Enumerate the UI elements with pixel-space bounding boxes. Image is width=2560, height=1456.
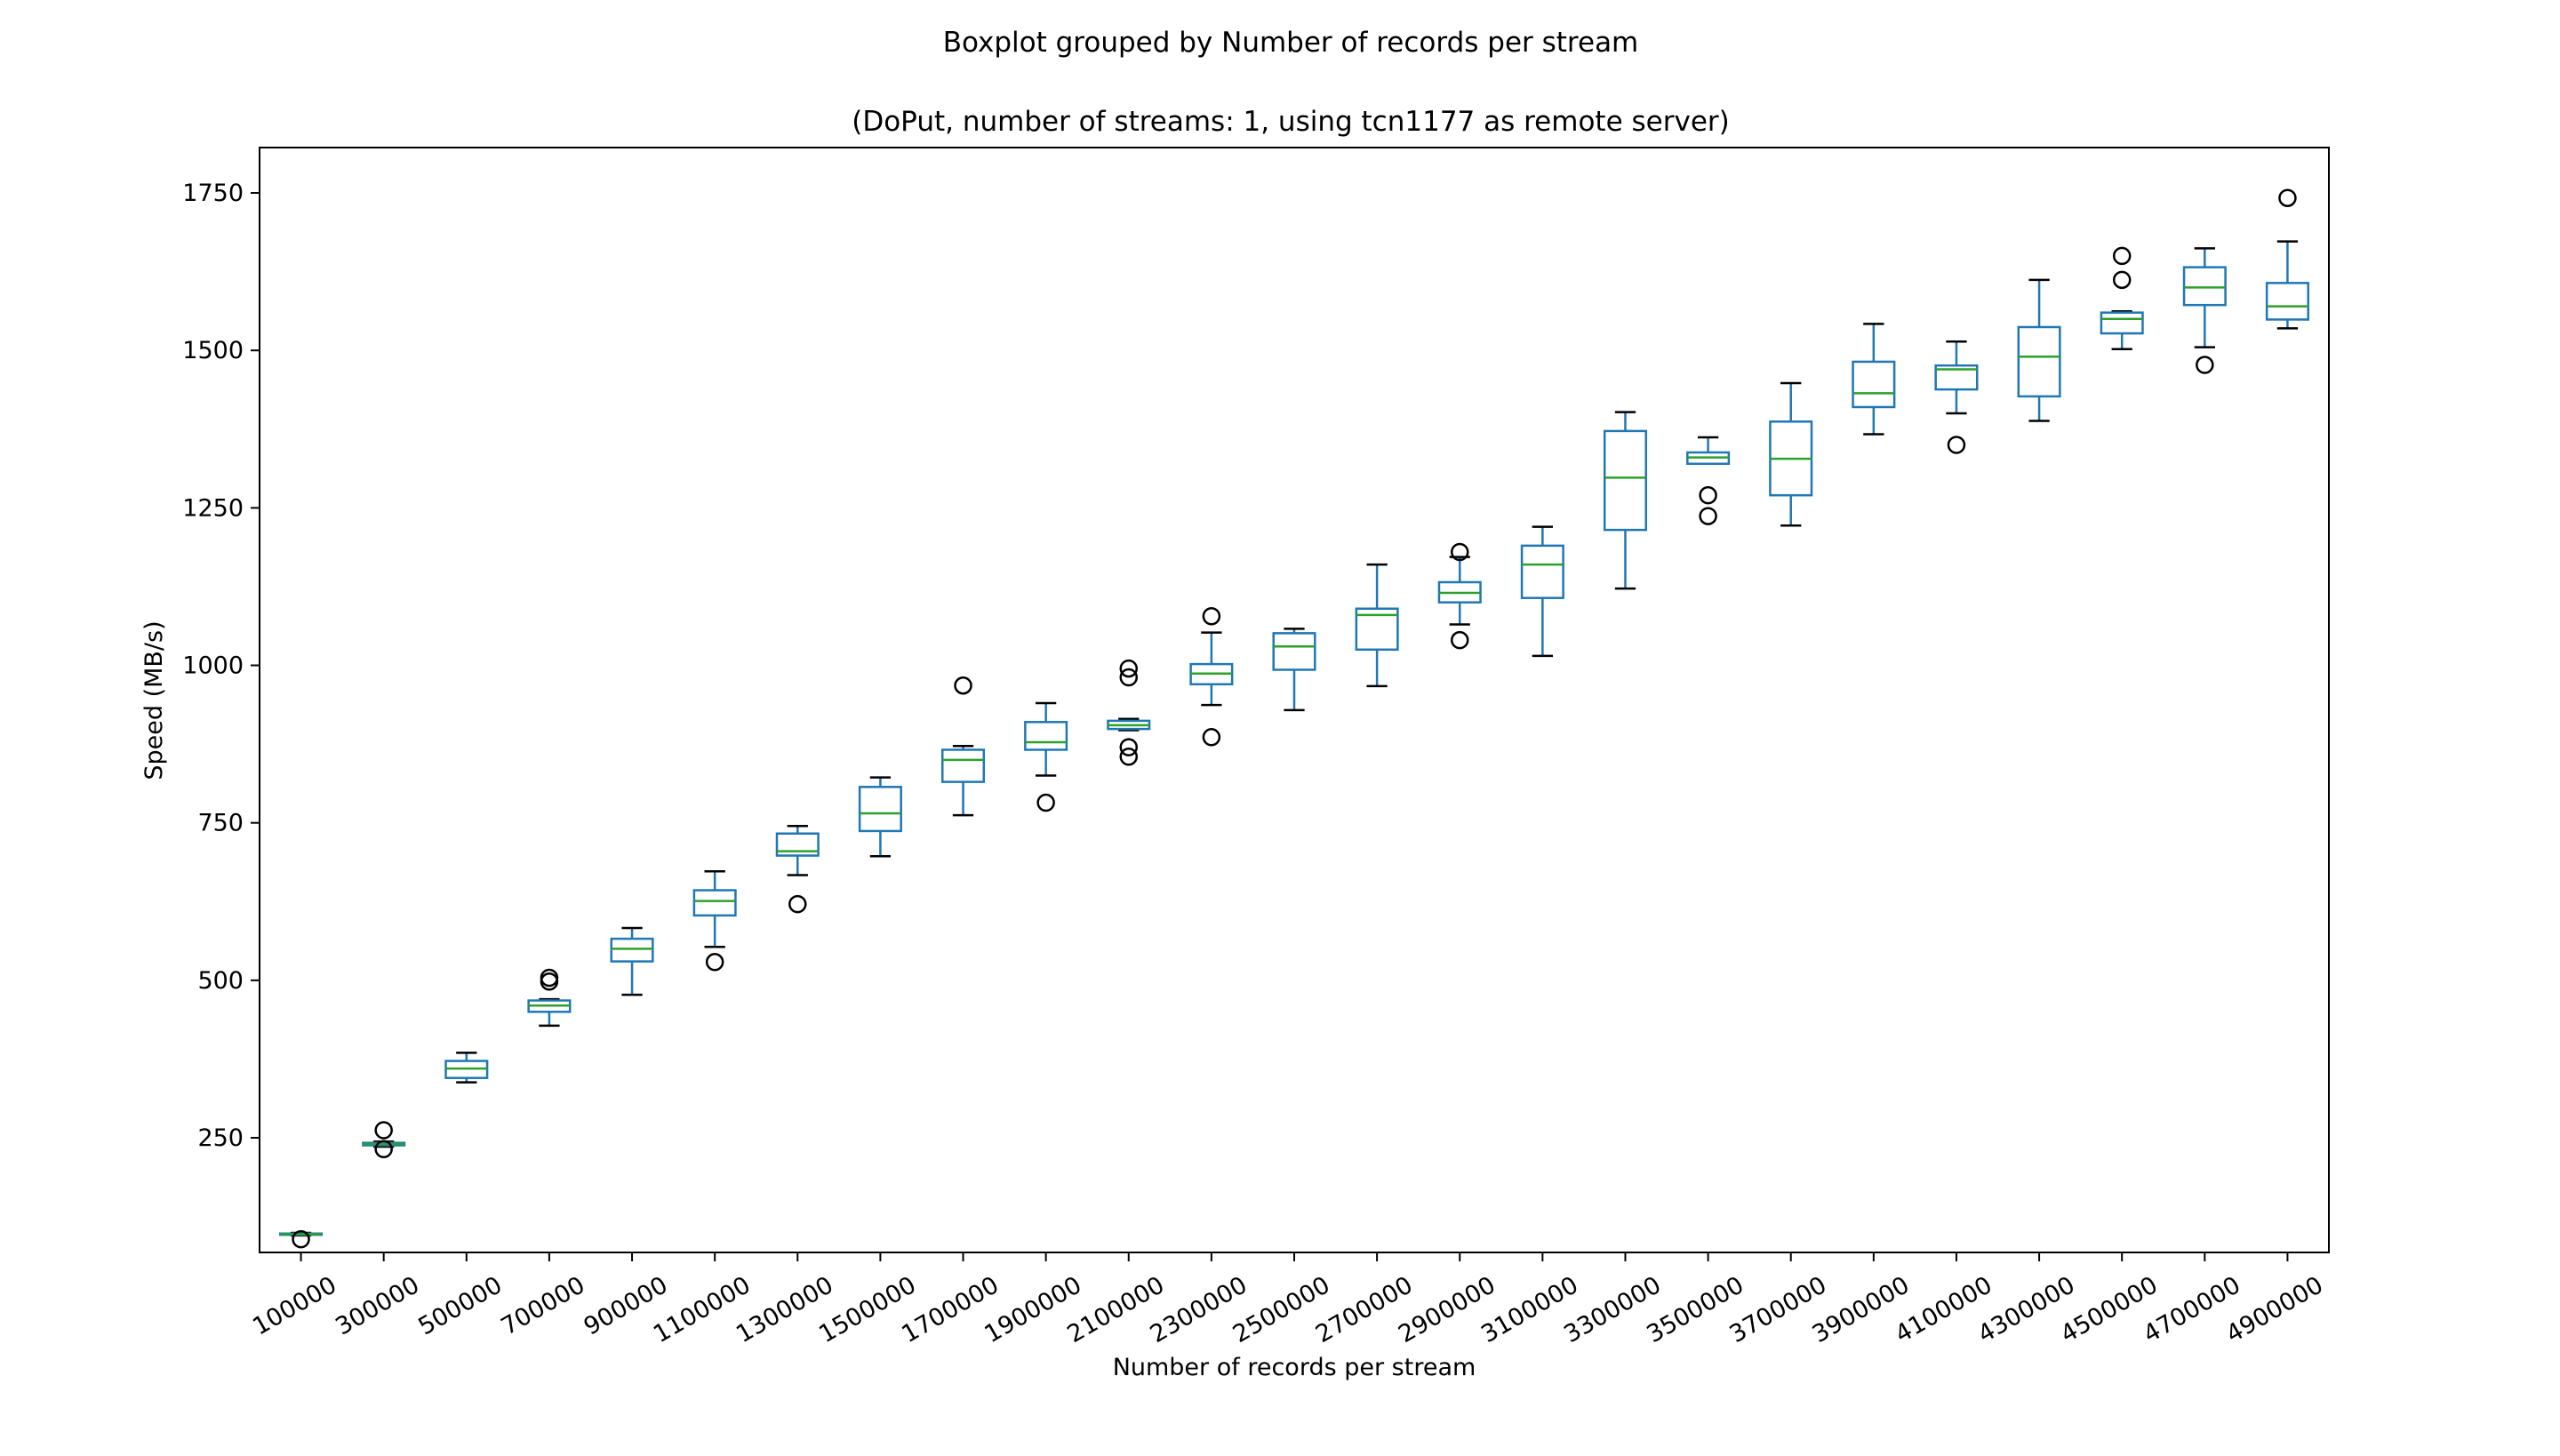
outlier-point bbox=[2196, 356, 2214, 374]
y-tick-label: 750 bbox=[197, 810, 244, 837]
outlier-point bbox=[2112, 246, 2132, 266]
box-1100000 bbox=[692, 870, 737, 972]
box-3500000 bbox=[1686, 436, 1731, 525]
outlier-point bbox=[1947, 436, 1966, 454]
outlier-point bbox=[2278, 188, 2297, 207]
outlier-point bbox=[788, 894, 807, 914]
box-1300000 bbox=[775, 824, 820, 914]
box-2100000 bbox=[1107, 659, 1151, 766]
box-3700000 bbox=[1769, 381, 1813, 527]
box-iqr bbox=[2265, 282, 2309, 321]
y-tick-label: 1250 bbox=[182, 494, 244, 522]
box-2500000 bbox=[1272, 628, 1316, 712]
box-iqr bbox=[692, 889, 737, 917]
box-4900000 bbox=[2265, 188, 2309, 330]
box-4100000 bbox=[1934, 340, 1979, 454]
box-3300000 bbox=[1603, 411, 1648, 590]
outlier-point bbox=[1450, 542, 1469, 562]
box-iqr bbox=[2182, 266, 2227, 307]
box-700000 bbox=[527, 968, 572, 1028]
outlier-point bbox=[374, 1121, 393, 1140]
outlier-point bbox=[705, 953, 724, 972]
outlier-point bbox=[1119, 659, 1139, 678]
outlier-point bbox=[1450, 630, 1469, 650]
box-2900000 bbox=[1437, 542, 1482, 650]
outlier-point bbox=[1119, 668, 1139, 687]
box-iqr bbox=[858, 786, 902, 833]
box-1900000 bbox=[1024, 701, 1068, 812]
box-iqr bbox=[1603, 429, 1648, 532]
box-iqr bbox=[1355, 607, 1399, 652]
outlier-point bbox=[1699, 485, 1717, 505]
box-3100000 bbox=[1520, 525, 1564, 658]
chart-title: Boxplot grouped by Number of records per… bbox=[943, 27, 1639, 59]
outlier-point bbox=[1202, 728, 1221, 747]
y-tick-label: 500 bbox=[197, 967, 244, 995]
chart-subtitle: (DoPut, number of streams: 1, using tcn1… bbox=[852, 106, 1729, 138]
box-iqr bbox=[610, 937, 654, 963]
y-tick-label: 250 bbox=[197, 1124, 244, 1152]
outlier-point bbox=[1202, 606, 1221, 626]
outlier-point bbox=[540, 972, 559, 991]
box-iqr bbox=[775, 832, 820, 857]
outlier-point bbox=[1036, 793, 1055, 812]
x-axis-label: Number of records per stream bbox=[1113, 1354, 1476, 1381]
outlier-point bbox=[374, 1140, 393, 1159]
box-iqr bbox=[1024, 721, 1068, 751]
box-1700000 bbox=[940, 676, 986, 817]
box-4700000 bbox=[2182, 247, 2227, 374]
box-4500000 bbox=[2100, 246, 2144, 351]
y-axis: 250 500 750 1000 1250 1500 1750 bbox=[182, 180, 260, 1152]
box-iqr bbox=[1520, 544, 1564, 599]
box-iqr bbox=[1272, 632, 1316, 671]
outlier-point bbox=[292, 1229, 310, 1249]
box-series bbox=[279, 188, 2309, 1249]
box-300000 bbox=[362, 1121, 406, 1159]
outlier-point bbox=[1119, 748, 1139, 766]
box-900000 bbox=[610, 926, 654, 996]
box-iqr bbox=[1852, 360, 1896, 409]
y-tick-label: 1500 bbox=[182, 337, 244, 364]
outlier-point bbox=[1699, 507, 1717, 525]
box-100000 bbox=[279, 1229, 324, 1249]
box-iqr bbox=[1934, 364, 1979, 391]
y-tick-label: 1750 bbox=[182, 180, 244, 207]
box-1500000 bbox=[858, 776, 902, 858]
box-iqr bbox=[2100, 311, 2144, 335]
outlier-point bbox=[954, 676, 972, 695]
box-4300000 bbox=[2017, 278, 2061, 422]
box-iqr bbox=[2017, 325, 2061, 398]
y-axis-label: Speed (MB/s) bbox=[140, 620, 168, 780]
box-2300000 bbox=[1189, 606, 1234, 747]
box-iqr bbox=[940, 748, 986, 783]
outlier-point bbox=[2112, 270, 2132, 290]
outlier-point bbox=[1119, 738, 1139, 756]
box-500000 bbox=[444, 1052, 489, 1084]
box-3900000 bbox=[1852, 323, 1896, 436]
box-2700000 bbox=[1355, 563, 1399, 688]
y-tick-label: 1000 bbox=[182, 652, 244, 680]
